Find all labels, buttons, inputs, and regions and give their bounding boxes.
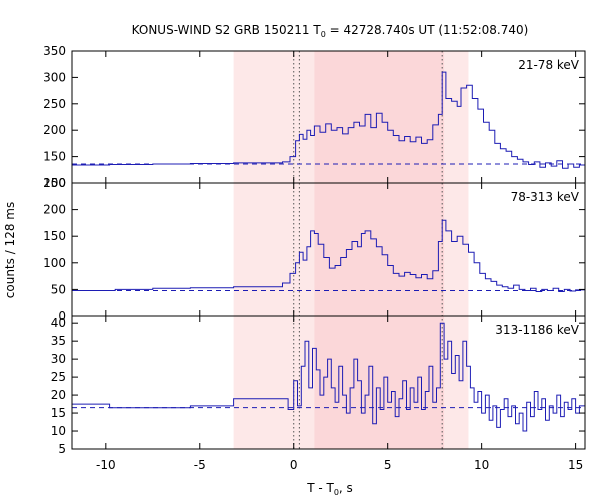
y-tick-label: 20	[51, 388, 66, 402]
y-tick-label: 100	[43, 256, 66, 270]
energy-band-label: 21-78 keV	[518, 58, 580, 72]
y-tick-label: 35	[51, 334, 66, 348]
chart-title: KONUS-WIND S2 GRB 150211 T0 = 42728.740s…	[132, 23, 529, 39]
light-curve-series	[72, 71, 585, 169]
y-tick-label: 15	[51, 406, 66, 420]
panel-1: 100 150 200 250 300 350 21-78 keV	[43, 44, 586, 190]
panel-3: 5 10 15 20 25 30 35 40 313-1186 keV	[51, 315, 586, 456]
x-axis-label: T - T0, s	[306, 481, 353, 497]
energy-band-label: 313-1186 keV	[495, 323, 579, 337]
light-curve-series	[72, 219, 585, 292]
y-tick-label: 5	[58, 442, 66, 456]
y-tick-label: 300	[43, 70, 66, 84]
y-tick-label: 10	[51, 424, 66, 438]
y-tick-label: 250	[43, 176, 66, 190]
inner-shaded-region	[314, 51, 445, 449]
y-tick-label: 200	[43, 123, 66, 137]
x-tick-label: 0	[290, 458, 298, 472]
x-tick-label: 15	[568, 458, 583, 472]
x-tick-label: -5	[194, 458, 206, 472]
x-tick-label: 10	[474, 458, 489, 472]
x-tick-label: 5	[384, 458, 392, 472]
y-tick-label: 250	[43, 97, 66, 111]
y-tick-label: 30	[51, 352, 66, 366]
y-tick-label: 200	[43, 203, 66, 217]
y-tick-label: 25	[51, 370, 66, 384]
y-tick-label: 50	[51, 282, 66, 296]
energy-band-label: 78-313 keV	[511, 190, 580, 204]
panel-frame	[71, 315, 586, 450]
y-tick-label: 350	[43, 44, 66, 58]
x-tick-label: -10	[96, 458, 116, 472]
y-tick-label: 150	[43, 150, 66, 164]
y-tick-label: 100	[43, 176, 66, 190]
y-axis-label: counts / 128 ms	[3, 202, 17, 298]
y-tick-label: 150	[43, 229, 66, 243]
light-curve-series	[72, 322, 585, 432]
y-tick-label: 40	[51, 316, 66, 330]
y-tick-label: 0	[58, 309, 66, 323]
